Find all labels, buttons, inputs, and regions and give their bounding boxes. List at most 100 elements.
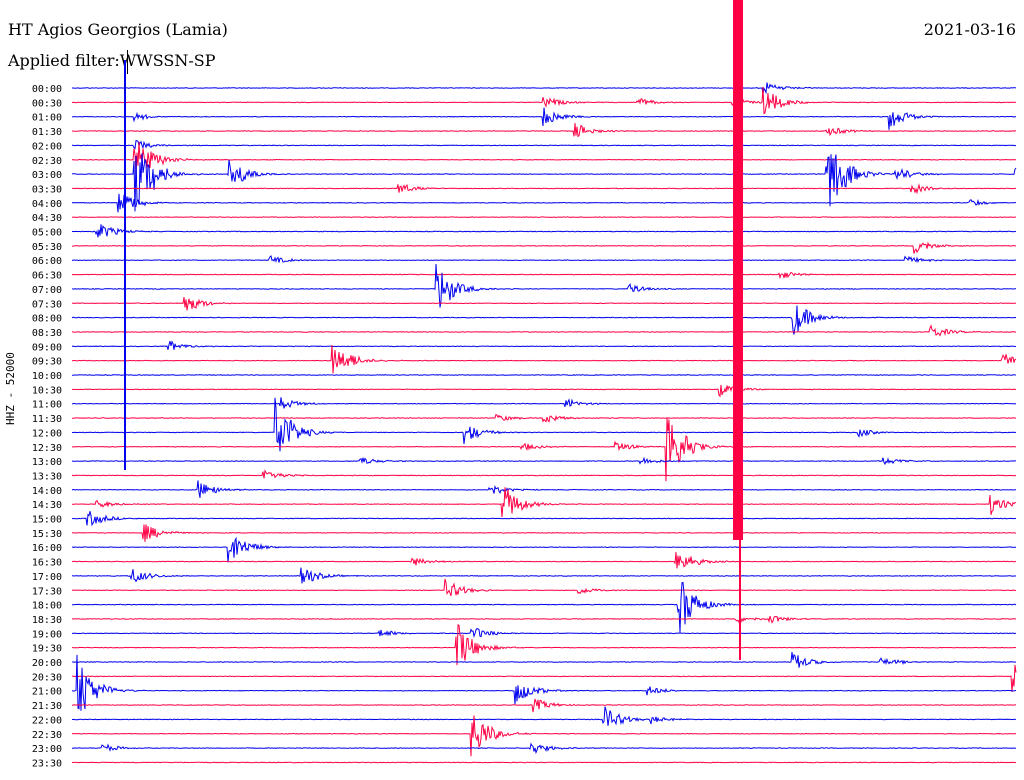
row-label: 04:00 <box>32 199 62 210</box>
row-label: 23:30 <box>32 758 62 769</box>
trace-row <box>71 536 1017 563</box>
row-label: 23:00 <box>32 744 62 755</box>
trace-row <box>71 651 1017 668</box>
trace-row <box>71 86 1017 115</box>
row-label: 15:30 <box>32 529 62 540</box>
row-label: 20:00 <box>32 658 62 669</box>
trace-row <box>71 255 1017 263</box>
row-label: 09:00 <box>32 342 62 353</box>
trace-row <box>72 374 1017 376</box>
filter-label: Applied filter:WWSSN-SP <box>8 51 215 70</box>
row-label: 02:00 <box>32 141 62 152</box>
row-label: 08:30 <box>32 328 62 339</box>
trace-row <box>71 271 1017 280</box>
trace-row <box>71 487 1016 518</box>
row-label: 01:00 <box>32 113 62 124</box>
trace-row <box>72 698 1016 713</box>
row-label: 11:00 <box>32 400 62 411</box>
filter-divider <box>127 50 128 74</box>
date-label: 2021-03-16 <box>923 20 1016 39</box>
trace-row <box>71 511 1017 527</box>
trace-row <box>71 524 1017 542</box>
row-label: 05:00 <box>32 228 62 239</box>
row-label: 19:00 <box>32 629 62 640</box>
row-label: 06:30 <box>32 271 62 282</box>
row-label: 10:30 <box>32 385 62 396</box>
row-label: 16:30 <box>32 558 62 569</box>
trace-row <box>71 552 1017 569</box>
trace-row <box>72 241 1016 254</box>
row-label: 21:30 <box>32 701 62 712</box>
filter-label-text: Applied filter: <box>8 51 120 70</box>
row-label: 00:30 <box>32 98 62 109</box>
trace-row <box>72 140 1017 150</box>
row-label: 16:00 <box>32 543 62 554</box>
trace-row <box>71 297 1017 311</box>
row-label: 09:30 <box>32 357 62 368</box>
row-label: 03:30 <box>32 184 62 195</box>
trace-row <box>72 418 1017 482</box>
row-label: 00:00 <box>32 84 62 95</box>
row-label: 17:30 <box>32 586 62 597</box>
row-label: 02:30 <box>32 156 62 167</box>
row-label: 07:30 <box>32 299 62 310</box>
trace-row <box>71 456 1017 466</box>
filter-value: WWSSN-SP <box>119 51 216 70</box>
trace-row <box>71 397 1017 452</box>
trace-row <box>71 340 1016 350</box>
trace-row <box>72 324 1017 337</box>
trace-row <box>71 480 1016 498</box>
trace-row <box>71 715 1017 757</box>
trace-row <box>71 742 1016 755</box>
trace-row <box>71 141 1016 175</box>
trace-row <box>71 107 1017 130</box>
row-label: 13:00 <box>32 457 62 468</box>
trace-row <box>72 567 1017 584</box>
trace-row <box>71 183 1016 195</box>
trace-row <box>71 413 1017 423</box>
row-label: 21:00 <box>32 687 62 698</box>
trace-row <box>71 578 1017 597</box>
row-label: 22:30 <box>32 730 62 741</box>
row-label: 18:30 <box>32 615 62 626</box>
row-label: 03:00 <box>32 170 62 181</box>
trace-row <box>71 193 1016 213</box>
trace-row <box>71 761 1016 764</box>
row-label: 22:00 <box>32 715 62 726</box>
trace-row <box>71 305 1017 335</box>
row-label: 12:00 <box>32 428 62 439</box>
row-label: 11:30 <box>32 414 62 425</box>
row-label: 14:00 <box>32 486 62 497</box>
trace-row <box>71 627 1017 639</box>
trace-row <box>71 344 1016 374</box>
row-label: 07:00 <box>32 285 62 296</box>
trace-row <box>72 706 1017 726</box>
row-label: 17:00 <box>32 572 62 583</box>
trace-row <box>72 615 1016 624</box>
row-label: 12:30 <box>32 443 62 454</box>
row-label: 05:30 <box>32 242 62 253</box>
large-event-trace <box>733 0 743 540</box>
trace-row <box>71 397 1017 409</box>
trace-row <box>71 469 1017 479</box>
row-label: 20:30 <box>32 672 62 683</box>
row-label: 14:30 <box>32 500 62 511</box>
row-label: 15:00 <box>32 515 62 526</box>
row-label: 18:00 <box>32 601 62 612</box>
row-label: 04:30 <box>32 213 62 224</box>
trace-row <box>72 664 1017 693</box>
row-label: 10:00 <box>32 371 62 382</box>
row-label: 01:30 <box>32 127 62 138</box>
row-label: 13:30 <box>32 471 62 482</box>
row-label: 08:00 <box>32 314 62 325</box>
trace-row <box>71 624 1017 666</box>
trace-row <box>71 224 1017 238</box>
station-title: HT Agios Georgios (Lamia) <box>8 20 228 39</box>
trace-row <box>71 263 1017 308</box>
trace-row <box>71 123 1016 138</box>
row-label: 19:30 <box>32 644 62 655</box>
trace-row <box>71 153 1017 212</box>
trace-row <box>72 581 1017 633</box>
trace-row <box>71 654 1017 711</box>
